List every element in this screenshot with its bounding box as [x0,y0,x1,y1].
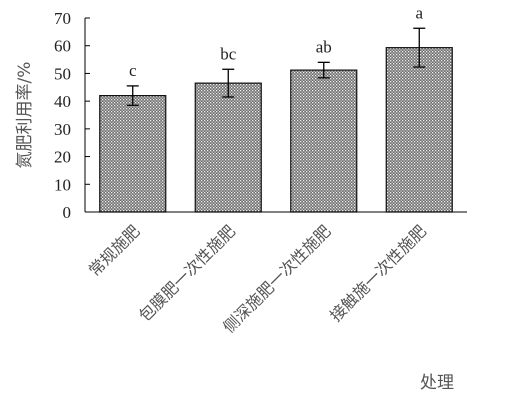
error-bar [413,27,426,68]
y-tick-label: 20 [54,148,71,167]
bar [385,47,453,213]
y-tick-label: 70 [54,9,71,28]
significance-label: ab [316,37,332,56]
bar [99,94,167,213]
y-axis-ticks: 0 10 20 30 40 50 60 70 [54,9,90,222]
bar [194,82,262,213]
significance-label: a [415,3,423,22]
x-tick-label: 常规施肥 [85,221,144,280]
y-tick-label: 40 [54,92,71,111]
significance-labels: c bc ab a [129,3,424,80]
y-tick-label: 0 [63,203,72,222]
y-tick-label: 50 [54,64,71,83]
x-axis-title: 处理 [420,373,454,393]
error-bar [317,61,330,79]
error-bar [126,85,139,106]
bar [290,69,358,213]
significance-label: c [129,61,137,80]
error-bar [222,68,235,98]
y-tick-label: 30 [54,120,71,139]
error-bars [126,27,426,106]
y-tick-label: 10 [54,175,71,194]
bars [99,47,453,213]
y-tick-label: 60 [54,37,71,56]
x-tick-label: 包膜肥一次性施肥 [135,221,239,325]
significance-label: bc [220,44,237,63]
x-tick-label: 接触施一次性施肥 [326,221,430,325]
y-axis-title: 氮肥利用率/% [15,62,35,169]
x-tick-label: 侧深施肥一次性施肥 [219,221,334,336]
